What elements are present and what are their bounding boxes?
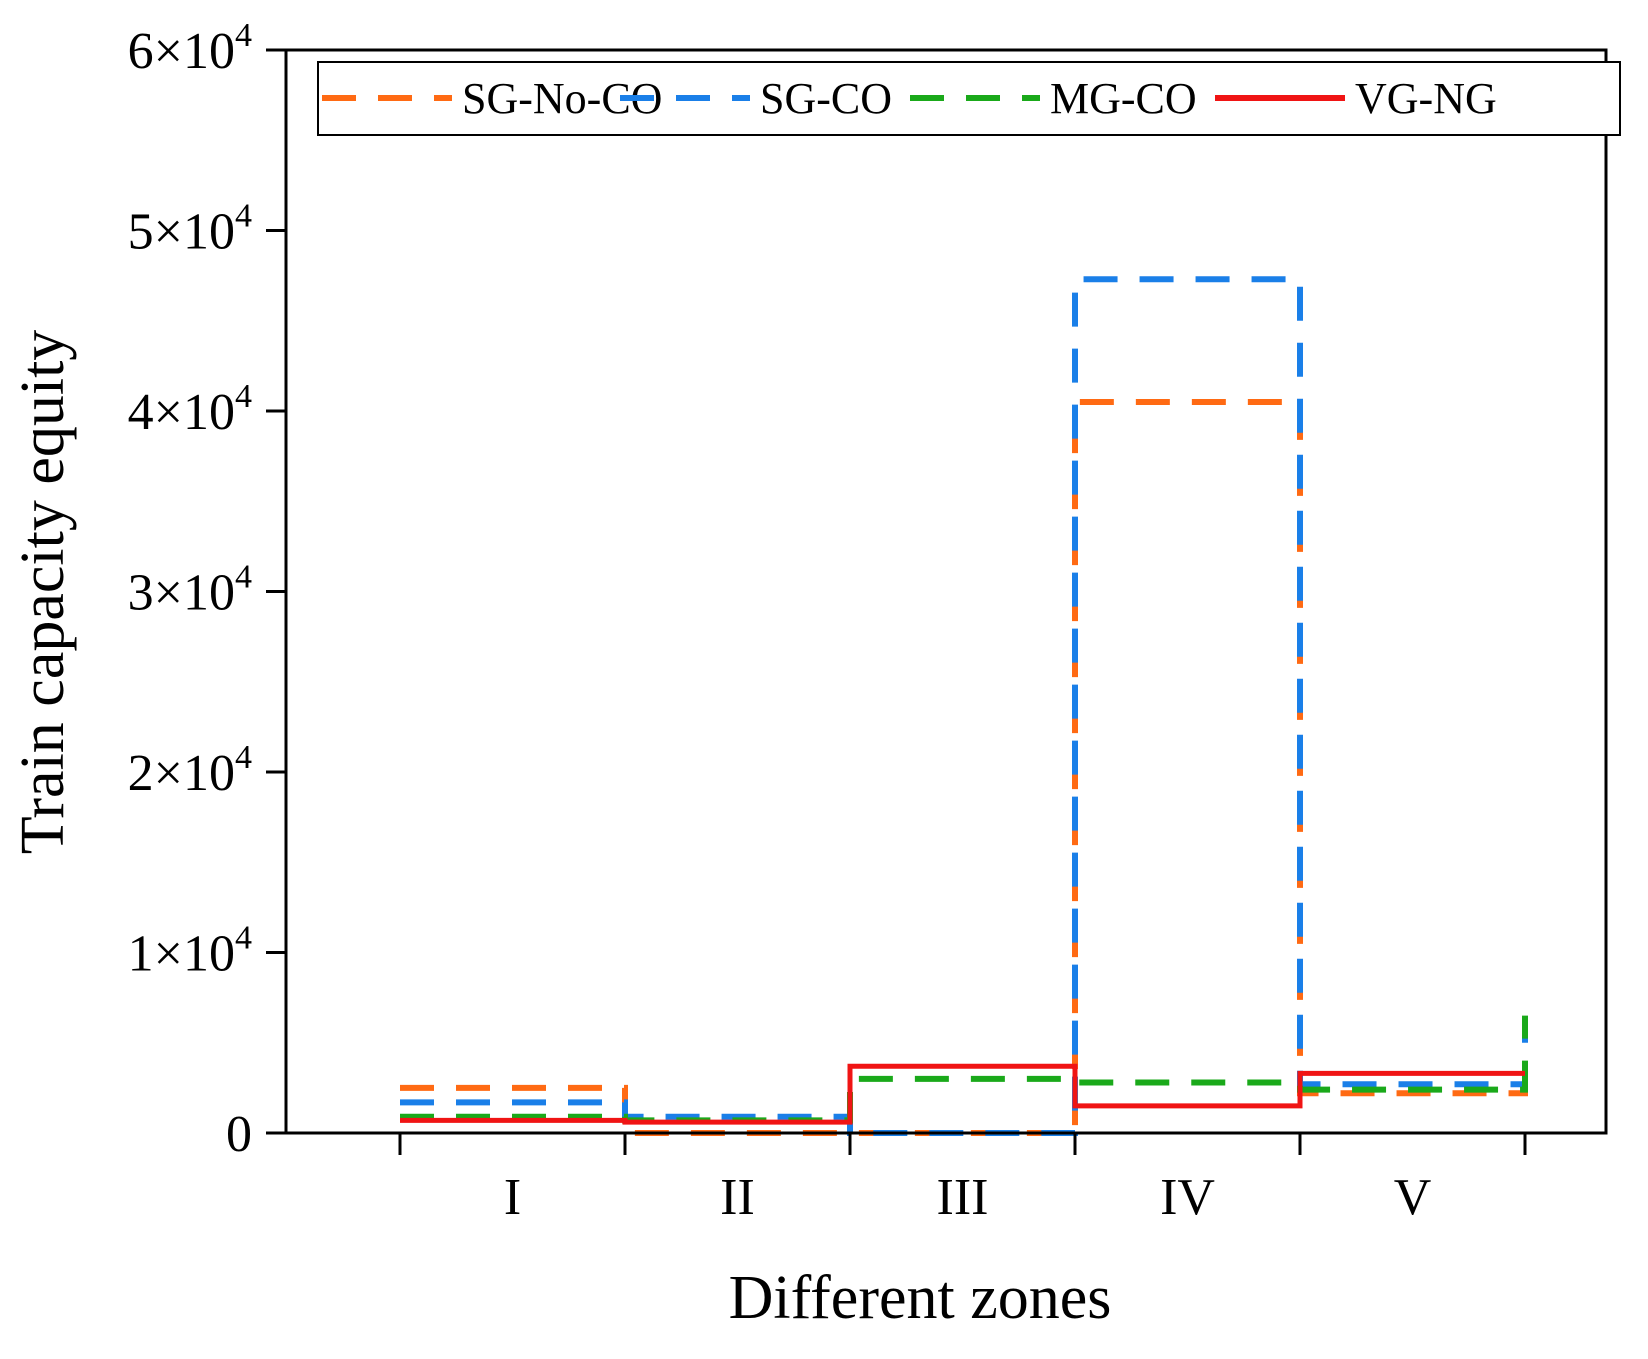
y-tick-label: 6×104 (128, 17, 252, 80)
y-tick-exponent: 4 (235, 198, 252, 235)
y-tick-mantissa: 3×10 (128, 565, 235, 622)
x-tick-label: II (720, 1169, 755, 1226)
y-tick-exponent: 4 (235, 17, 252, 54)
legend: SG-No-CO SG-CO MG-CO VG-NG (317, 61, 1621, 136)
y-tick-label: 3×104 (128, 559, 252, 622)
x-tick-label: III (937, 1169, 989, 1226)
y-tick-mantissa: 4×10 (128, 384, 235, 441)
y-tick-mantissa: 2×10 (128, 745, 235, 802)
y-tick-mantissa: 6×10 (128, 23, 235, 80)
y-tick-mantissa: 0 (226, 1106, 252, 1163)
x-tick-label: V (1394, 1169, 1432, 1226)
y-axis-title: Train capacity equity (9, 330, 77, 855)
x-axis-title: Different zones (729, 1264, 1112, 1332)
series-line-vg-ng (400, 1063, 1525, 1125)
y-tick-exponent: 4 (235, 378, 252, 415)
x-tick-label: IV (1160, 1169, 1215, 1226)
legend-label: MG-CO (1050, 74, 1197, 123)
y-tick-label: 2×104 (128, 739, 252, 802)
y-tick-exponent: 4 (235, 739, 252, 776)
y-tick-label: 1×104 (128, 920, 252, 983)
legend-label: SG-CO (760, 74, 892, 123)
y-tick-label: 4×104 (128, 378, 252, 441)
y-tick-label: 5×104 (128, 198, 252, 261)
legend-label: VG-NG (1355, 74, 1497, 123)
y-tick-exponent: 4 (235, 920, 252, 957)
x-tick-label: I (504, 1169, 521, 1226)
x-axis: I II III IV V (398, 1133, 1527, 1226)
y-tick-label: 0 (226, 1106, 252, 1163)
y-tick-mantissa: 1×10 (128, 926, 235, 983)
y-tick-mantissa: 5×10 (128, 204, 235, 261)
y-tick-exponent: 4 (235, 559, 252, 596)
